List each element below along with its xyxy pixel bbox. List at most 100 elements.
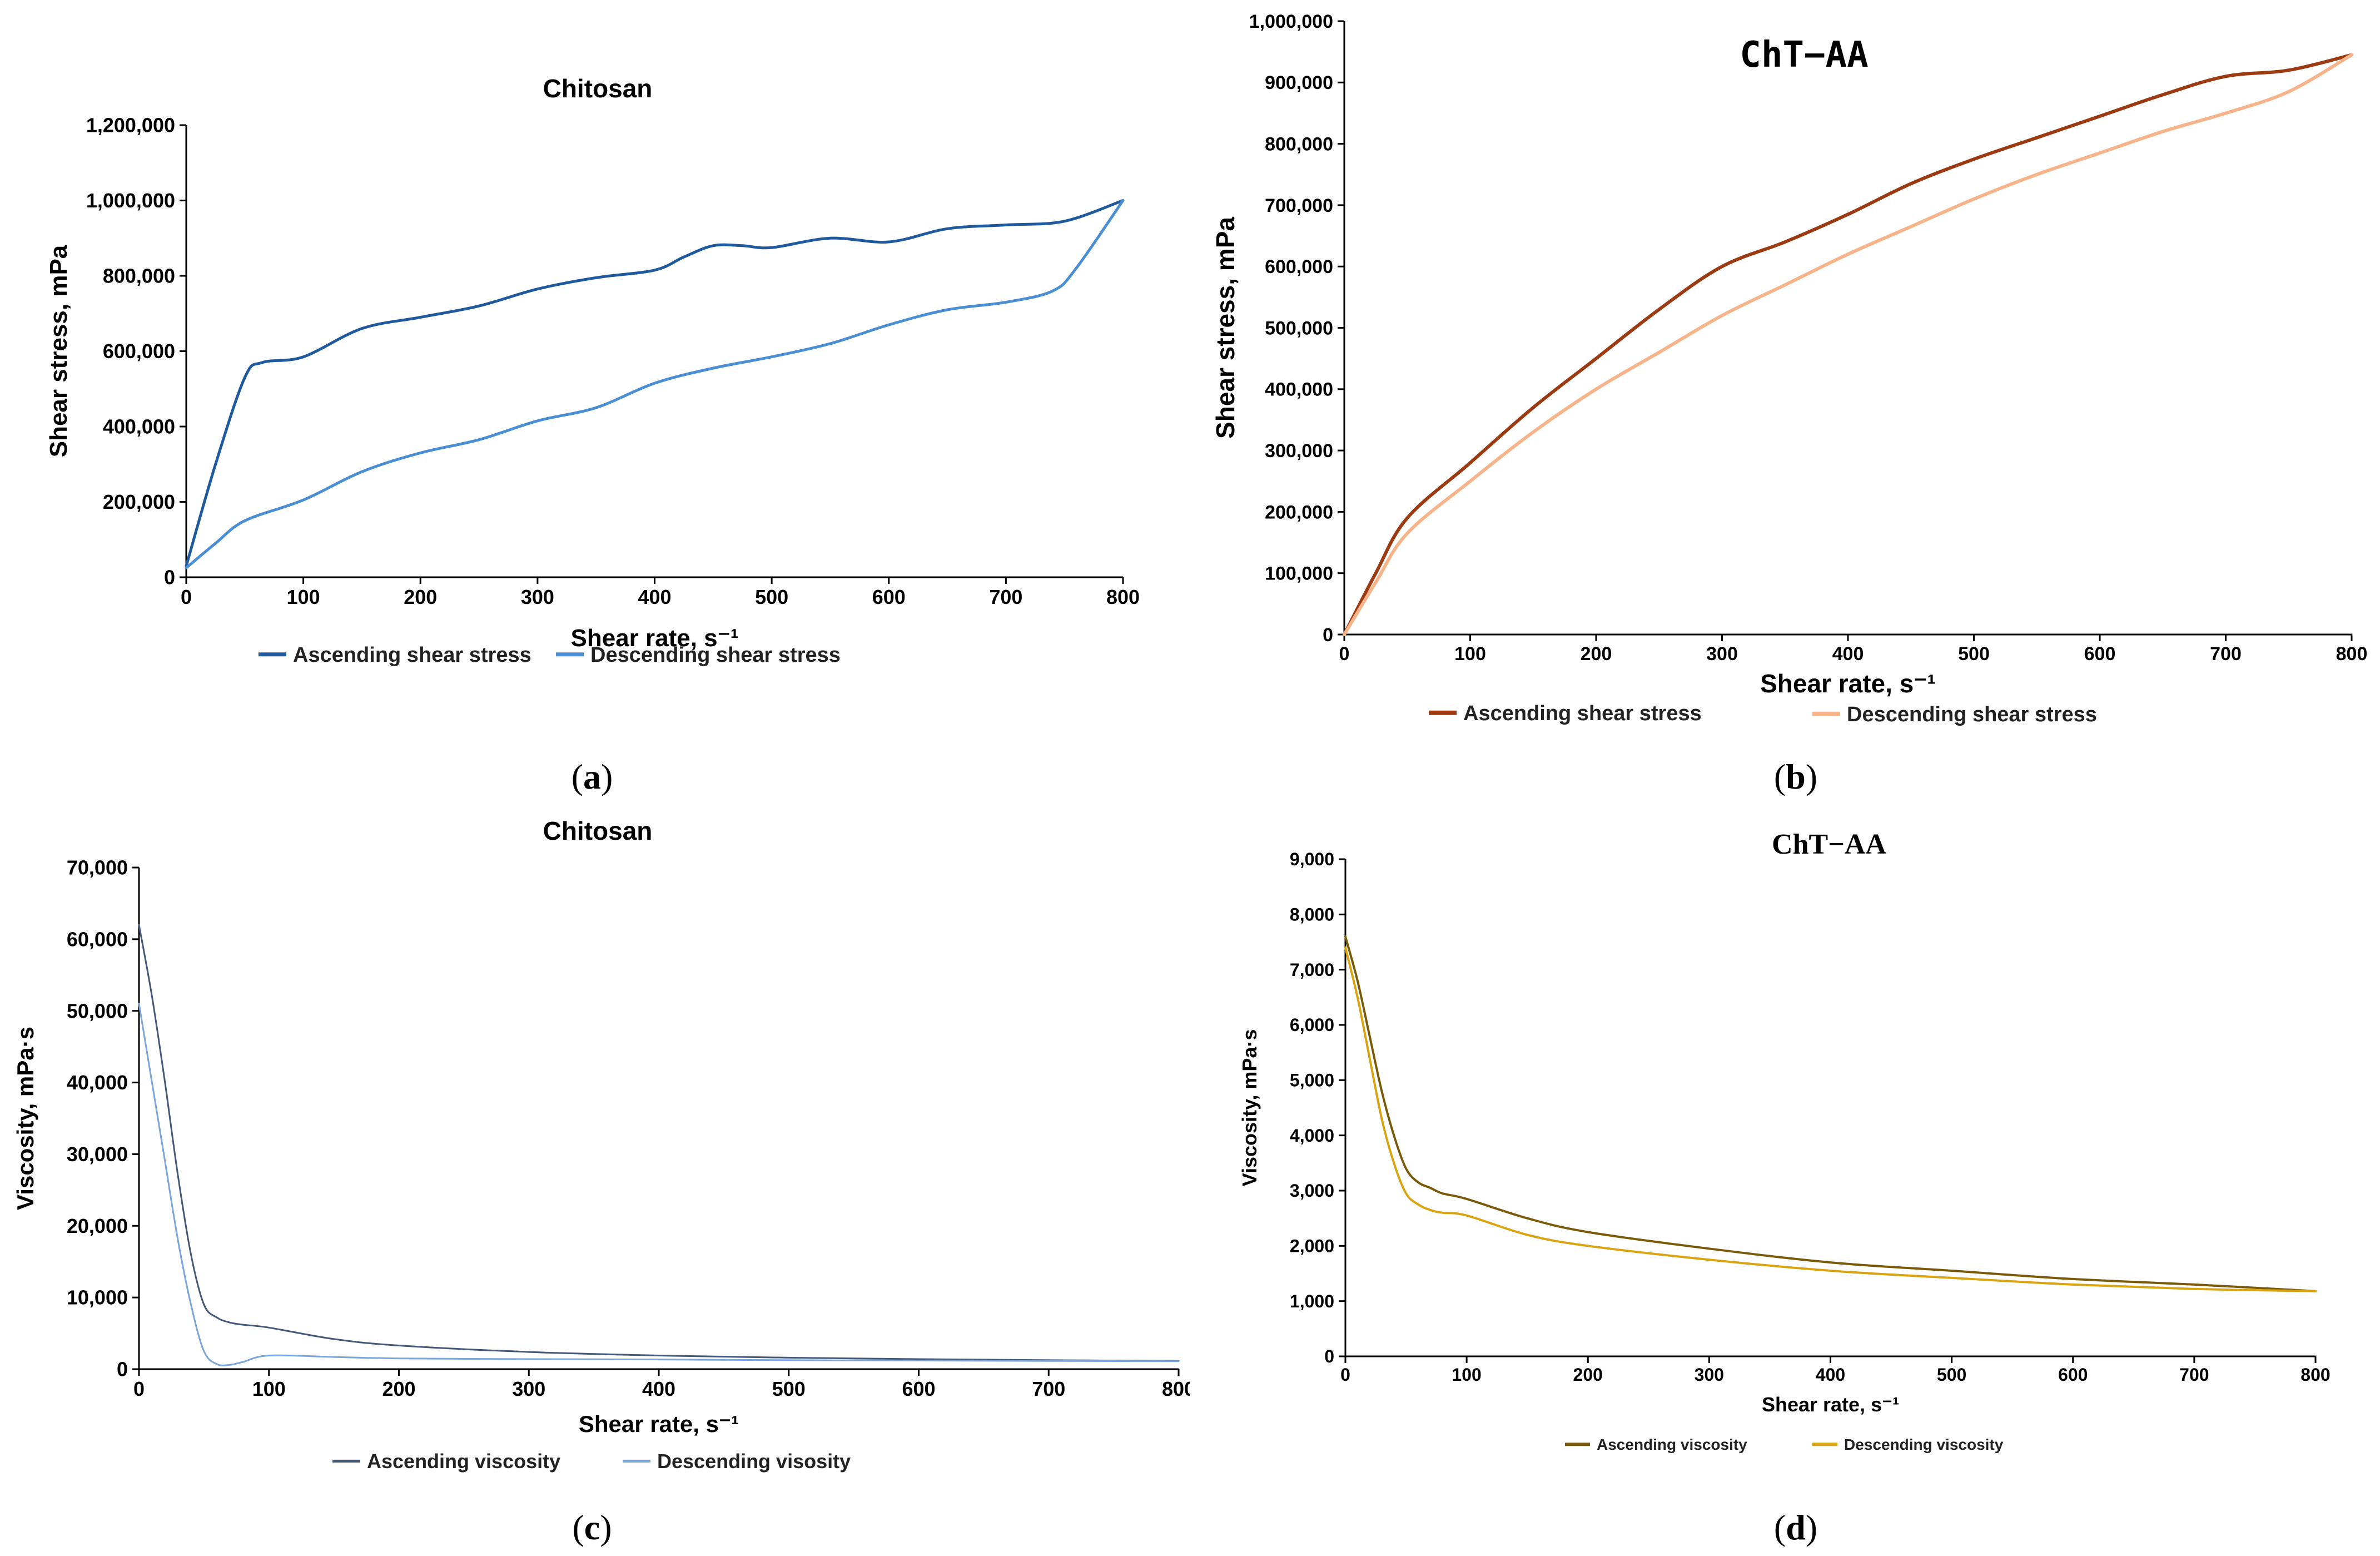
legend-entry: Ascending shear stress	[1429, 702, 1702, 725]
y-tick-label: 5,000	[1290, 1071, 1334, 1091]
series-line-descending	[138, 1003, 1180, 1366]
legend-label: Ascending shear stress	[293, 643, 531, 667]
series-line-descending	[185, 199, 1125, 569]
y-axis-title: Viscosity, mPa·s	[12, 1027, 38, 1210]
y-tick-label: 400,000	[103, 415, 175, 438]
x-tick-label: 300	[1695, 1365, 1724, 1385]
x-tick-label: 800	[2336, 643, 2368, 665]
legend-entry: Descending visosity	[623, 1450, 851, 1473]
caption-b-letter: b	[1786, 757, 1806, 796]
x-tick-label: 800	[1106, 586, 1140, 608]
x-tick-label: 100	[287, 586, 320, 608]
y-tick-label: 0	[1323, 625, 1333, 646]
series-line-ascending	[185, 199, 1125, 568]
y-tick-label: 300,000	[1265, 440, 1333, 462]
y-tick-label: 40,000	[67, 1071, 128, 1094]
caption-d: (d)	[1773, 1508, 1818, 1547]
x-tick-label: 0	[133, 1377, 145, 1400]
legend-entry: Descending viscosity	[1812, 1436, 2004, 1453]
x-axis-title: Shear rate, s⁻¹	[570, 625, 738, 652]
y-tick-label: 800,000	[1265, 134, 1333, 155]
y-tick-label: 600,000	[1265, 256, 1333, 277]
chart-b: ChT−AA 0 100,000 200,000 300,000 400,000 500,0…	[1211, 11, 2368, 726]
caption-c: (c)	[572, 1508, 612, 1547]
y-tick-label: 1,200,000	[86, 114, 175, 137]
series-line-ascending	[1343, 53, 2353, 636]
chart-title: ChT−AA	[1740, 34, 1868, 76]
x-tick-label: 600	[872, 586, 906, 608]
y-tick-label: 500,000	[1265, 318, 1333, 339]
panel-b: ChT−AA 0 100,000 200,000 300,000 400,000 500,0…	[1190, 0, 2380, 779]
y-tick-label: 20,000	[67, 1215, 128, 1237]
x-tick-label: 300	[521, 586, 554, 608]
x-axis-title: Shear rate, s⁻¹	[1760, 669, 1936, 698]
y-tick-label: 50,000	[67, 999, 128, 1022]
x-tick-label: 0	[181, 586, 192, 608]
panel-a: Chitosan 0 200,000 400,000 600,000 800,000 1,0…	[0, 0, 1190, 779]
y-tick-label: 900,000	[1265, 72, 1333, 93]
y-tick-label: 7,000	[1290, 960, 1334, 980]
y-tick-label: 9,000	[1290, 849, 1334, 869]
chart-title: ChT−AA	[1772, 829, 1886, 860]
chart-title: Chitosan	[543, 816, 653, 845]
y-tick-label: 200,000	[1265, 502, 1333, 523]
x-tick-label: 500	[1958, 643, 1990, 665]
legend-entry: Ascending viscosity	[1565, 1436, 1747, 1453]
chart-d: ChT−AA 0 1,000 2,000 3,000 4,000 5,000 6,000 7,0…	[1238, 829, 2331, 1453]
y-tick-label: 70,000	[67, 856, 128, 879]
x-tick-label: 500	[772, 1377, 806, 1400]
x-tick-label: 200	[1581, 643, 1612, 665]
y-axis-title: Viscosity, mPa·s	[1238, 1029, 1261, 1187]
y-axis-title: Shear stress, mPa	[45, 245, 72, 457]
x-tick-label: 100	[252, 1377, 286, 1400]
caption-d-letter: d	[1786, 1508, 1806, 1547]
y-axis-title: Shear stress, mPa	[1211, 217, 1240, 439]
x-tick-label: 600	[2058, 1365, 2088, 1385]
y-tick-label: 0	[117, 1358, 128, 1381]
legend-label: Descending viscosity	[1844, 1436, 2004, 1453]
x-tick-label: 400	[1816, 1365, 1845, 1385]
y-tick-label: 2,000	[1290, 1236, 1334, 1256]
series-line-descending	[1344, 946, 2317, 1292]
x-tick-label: 600	[902, 1377, 935, 1400]
x-tick-label: 300	[512, 1377, 545, 1400]
x-tick-label: 100	[1452, 1365, 1481, 1385]
caption-a-letter: a	[583, 757, 601, 796]
panel-c: Chitosan 0 10,000 20,000 30,000 40,000 50,000 6…	[0, 801, 1190, 1556]
y-tick-label: 6,000	[1290, 1015, 1334, 1035]
x-tick-label: 0	[1340, 1365, 1350, 1385]
y-tick-label: 8,000	[1290, 905, 1334, 925]
legend-label: Ascending viscosity	[367, 1450, 560, 1473]
y-tick-label: 0	[164, 566, 175, 589]
x-tick-label: 700	[2210, 643, 2242, 665]
x-tick-label: 800	[2300, 1365, 2330, 1385]
y-tick-label: 4,000	[1290, 1126, 1334, 1146]
y-tick-label: 600,000	[103, 340, 175, 363]
x-tick-label: 600	[2084, 643, 2116, 665]
y-tick-label: 100,000	[1265, 563, 1333, 584]
legend-entry: Ascending shear stress	[259, 643, 531, 667]
y-tick-label: 10,000	[67, 1286, 128, 1309]
y-tick-label: 60,000	[67, 928, 128, 950]
legend-entry: Descending shear stress	[1812, 703, 2097, 726]
legend-label: Ascending shear stress	[1463, 702, 1702, 725]
caption-a: (a)	[571, 757, 613, 796]
y-tick-label: 1,000,000	[1249, 11, 1333, 32]
x-tick-label: 300	[1706, 643, 1738, 665]
caption-b: (b)	[1773, 757, 1818, 796]
y-tick-label: 1,000,000	[86, 189, 175, 212]
y-tick-label: 700,000	[1265, 195, 1333, 216]
x-tick-label: 0	[1339, 643, 1350, 665]
x-tick-label: 700	[1032, 1377, 1065, 1400]
x-tick-label: 500	[755, 586, 788, 608]
x-axis-title: Shear rate, s⁻¹	[579, 1411, 739, 1437]
y-tick-label: 3,000	[1290, 1181, 1334, 1201]
x-tick-label: 400	[642, 1377, 675, 1400]
y-tick-label: 1,000	[1290, 1291, 1334, 1311]
y-tick-label: 0	[1324, 1346, 1334, 1366]
panel-d: ChT−AA 0 1,000 2,000 3,000 4,000 5,000 6,000 7,0…	[1190, 801, 2380, 1556]
legend-entry: Descending shear stress	[556, 643, 841, 667]
x-tick-label: 200	[404, 586, 437, 608]
legend-label: Descending visosity	[657, 1450, 851, 1473]
chart-title: Chitosan	[543, 74, 653, 103]
